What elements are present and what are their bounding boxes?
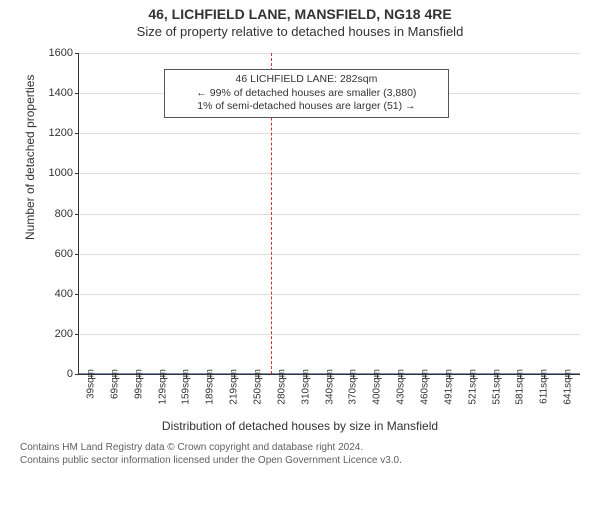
bar-slot: 641sqm <box>556 373 580 374</box>
x-tick-label: 250sqm <box>252 369 263 405</box>
x-tick-label: 69sqm <box>109 369 120 399</box>
plot-area: 0200400600800100012001400160039sqm69sqm9… <box>78 53 580 375</box>
y-tick-label: 200 <box>25 328 73 340</box>
y-tick-label: 1000 <box>25 167 73 179</box>
footer: Contains HM Land Registry data © Crown c… <box>20 441 580 467</box>
annotation-line: ← 99% of detached houses are smaller (3,… <box>171 87 442 101</box>
x-tick-label: 129sqm <box>157 369 168 405</box>
y-tick-label: 600 <box>25 248 73 260</box>
annotation-box: 46 LICHFIELD LANE: 282sqm← 99% of detach… <box>164 69 449 118</box>
page-title: 46, LICHFIELD LANE, MANSFIELD, NG18 4RE <box>0 6 600 22</box>
x-tick-label: 189sqm <box>205 369 216 405</box>
bar-slot: 551sqm <box>485 373 509 374</box>
x-tick-label: 280sqm <box>276 369 287 405</box>
y-tick-label: 0 <box>25 368 73 380</box>
bar-slot: 219sqm <box>222 373 246 374</box>
bar-slot: 129sqm <box>151 373 175 374</box>
x-tick-label: 159sqm <box>181 369 192 405</box>
x-tick-label: 340sqm <box>324 369 335 405</box>
x-tick-label: 521sqm <box>467 369 478 405</box>
y-tick-label: 1200 <box>25 127 73 139</box>
footer-line-2: Contains public sector information licen… <box>20 454 580 467</box>
page-subtitle: Size of property relative to detached ho… <box>0 24 600 39</box>
y-tick <box>75 374 79 375</box>
x-tick-label: 219sqm <box>229 369 240 405</box>
bar-slot: 581sqm <box>508 373 532 374</box>
x-tick-label: 39sqm <box>85 369 96 399</box>
annotation-line: 46 LICHFIELD LANE: 282sqm <box>171 73 442 87</box>
bar-slot: 69sqm <box>103 373 127 374</box>
x-tick-label: 370sqm <box>348 369 359 405</box>
bar-slot: 460sqm <box>413 373 437 374</box>
y-tick-label: 400 <box>25 288 73 300</box>
bar-slot: 400sqm <box>365 373 389 374</box>
x-tick-label: 581sqm <box>515 369 526 405</box>
bar-slot: 39sqm <box>79 373 103 374</box>
bar-slot: 250sqm <box>246 373 270 374</box>
x-tick-label: 641sqm <box>563 369 574 405</box>
x-axis-label: Distribution of detached houses by size … <box>20 419 580 433</box>
bar-slot: 370sqm <box>341 373 365 374</box>
bar-slot: 340sqm <box>318 373 342 374</box>
bar-slot: 430sqm <box>389 373 413 374</box>
bar-slot: 521sqm <box>461 373 485 374</box>
x-tick-label: 400sqm <box>372 369 383 405</box>
chart-container: Number of detached properties 0200400600… <box>20 45 580 435</box>
bar-slot: 491sqm <box>437 373 461 374</box>
x-tick-label: 491sqm <box>443 369 454 405</box>
bar-slot: 280sqm <box>270 373 294 374</box>
bar-slot: 310sqm <box>294 373 318 374</box>
x-tick-label: 460sqm <box>419 369 430 405</box>
bar-slot: 99sqm <box>127 373 151 374</box>
y-tick-label: 800 <box>25 208 73 220</box>
x-tick-label: 430sqm <box>396 369 407 405</box>
bar-slot: 159sqm <box>174 373 198 374</box>
x-tick-label: 551sqm <box>491 369 502 405</box>
x-tick-label: 310sqm <box>300 369 311 405</box>
annotation-line: 1% of semi-detached houses are larger (5… <box>171 100 442 114</box>
x-tick-label: 611sqm <box>539 369 550 404</box>
footer-line-1: Contains HM Land Registry data © Crown c… <box>20 441 580 454</box>
y-tick-label: 1400 <box>25 87 73 99</box>
x-tick-label: 99sqm <box>133 369 144 399</box>
bar-slot: 611sqm <box>532 373 556 374</box>
bar-slot: 189sqm <box>198 373 222 374</box>
y-tick-label: 1600 <box>25 47 73 59</box>
